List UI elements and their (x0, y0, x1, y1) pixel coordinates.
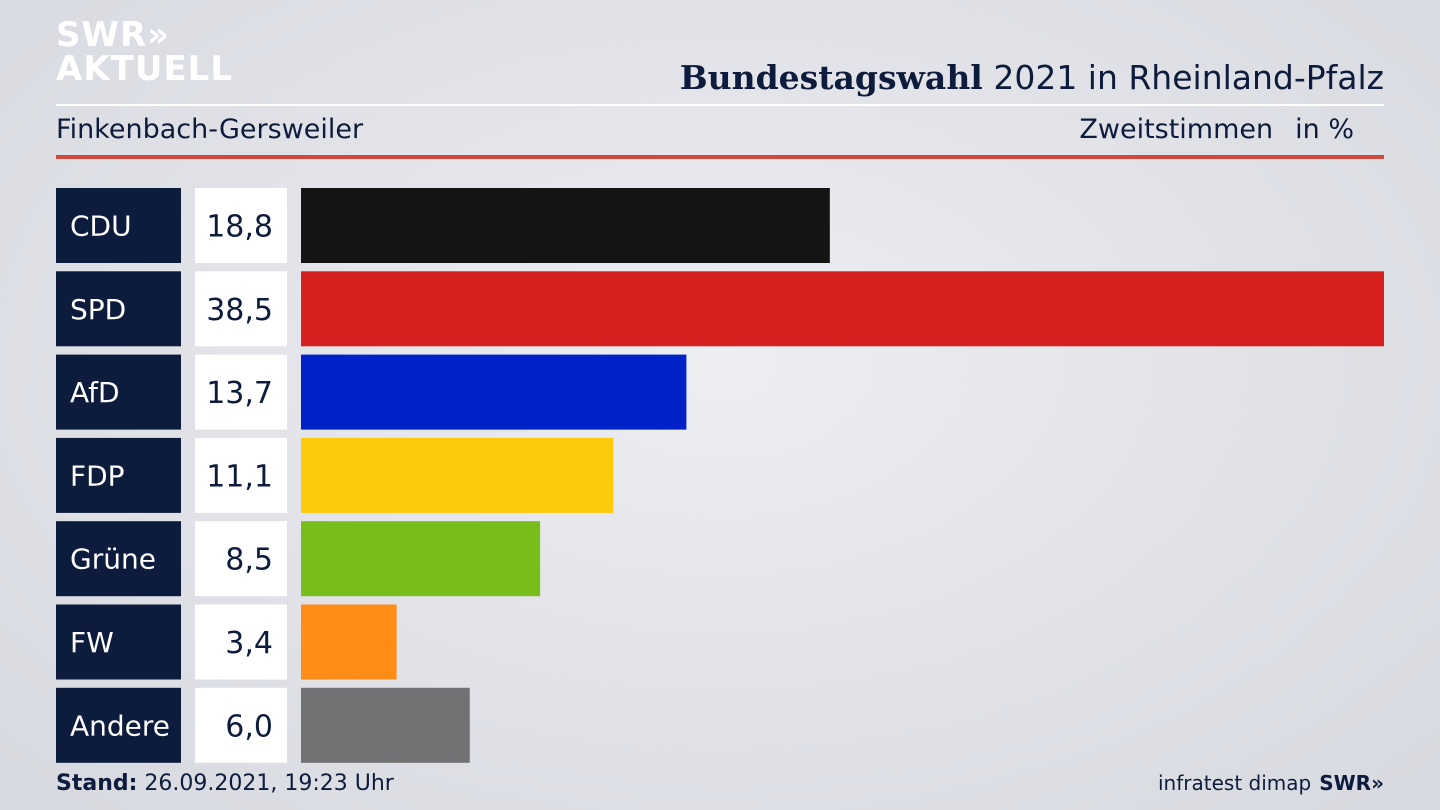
swr-aktuell-logo: SWR» AKTUELL (56, 15, 234, 89)
bar-fw (301, 604, 397, 680)
party-label-box-andere (56, 687, 181, 763)
party-label-andere: Andere (70, 709, 170, 742)
bar-cdu (301, 188, 830, 263)
bar-afd (301, 354, 687, 430)
title-rest: 2021 in Rheinland-Pfalz (982, 58, 1384, 97)
value-box-spd (195, 271, 287, 347)
party-label-cdu: CDU (70, 210, 132, 243)
party-label-box-afd (56, 354, 181, 430)
value-box-fdp (195, 437, 287, 513)
party-label-box-cdu (56, 188, 181, 263)
party-label-box-fw (56, 604, 181, 680)
title-bold: Bundestagswahl (679, 58, 983, 97)
party-label-box-fdp (56, 437, 181, 513)
value-label-andere: 6,0 (225, 709, 273, 744)
bar-andere (301, 687, 470, 763)
party-label-gr-ne: Grüne (70, 543, 156, 576)
party-label-afd: AfD (70, 376, 120, 409)
bar-spd (301, 271, 1384, 347)
unit-label: in % (1295, 114, 1354, 145)
measure-label: Zweitstimmen in % (1079, 114, 1354, 145)
stand-value: 26.09.2021, 19:23 Uhr (137, 771, 394, 796)
swr-footer-logo: SWR» (1319, 771, 1384, 795)
value-box-afd (195, 354, 287, 430)
value-box-andere (195, 687, 287, 763)
value-label-cdu: 18,8 (206, 210, 273, 245)
value-box-cdu (195, 188, 287, 263)
value-label-afd: 13,7 (206, 376, 273, 411)
party-label-spd: SPD (70, 293, 126, 326)
stand-label: Stand: (56, 771, 138, 796)
source-label: infratest dimap (1158, 771, 1312, 795)
bar-fdp (301, 437, 614, 513)
party-label-fdp: FDP (70, 459, 125, 492)
header-divider (56, 104, 1384, 106)
page-title: Bundestagswahl 2021 in Rheinland-Pfalz (680, 58, 1384, 97)
value-label-fdp: 11,1 (206, 459, 273, 494)
bar-gr-ne (301, 521, 541, 597)
region-label: Finkenbach-Gersweiler (56, 114, 364, 145)
party-label-box-spd (56, 271, 181, 347)
value-box-gr-ne (195, 521, 287, 597)
timestamp: Stand: 26.09.2021, 19:23 Uhr (56, 771, 394, 796)
party-label-box-gr-ne (56, 521, 181, 597)
vote-type-label: Zweitstimmen (1079, 114, 1274, 145)
value-label-fw: 3,4 (225, 626, 273, 661)
value-label-gr-ne: 8,5 (225, 543, 273, 578)
value-label-spd: 38,5 (206, 293, 273, 328)
value-box-fw (195, 604, 287, 680)
accent-divider (56, 155, 1384, 159)
party-label-fw: FW (70, 626, 114, 659)
source-credit: infratest dimap SWR» (1158, 771, 1384, 795)
